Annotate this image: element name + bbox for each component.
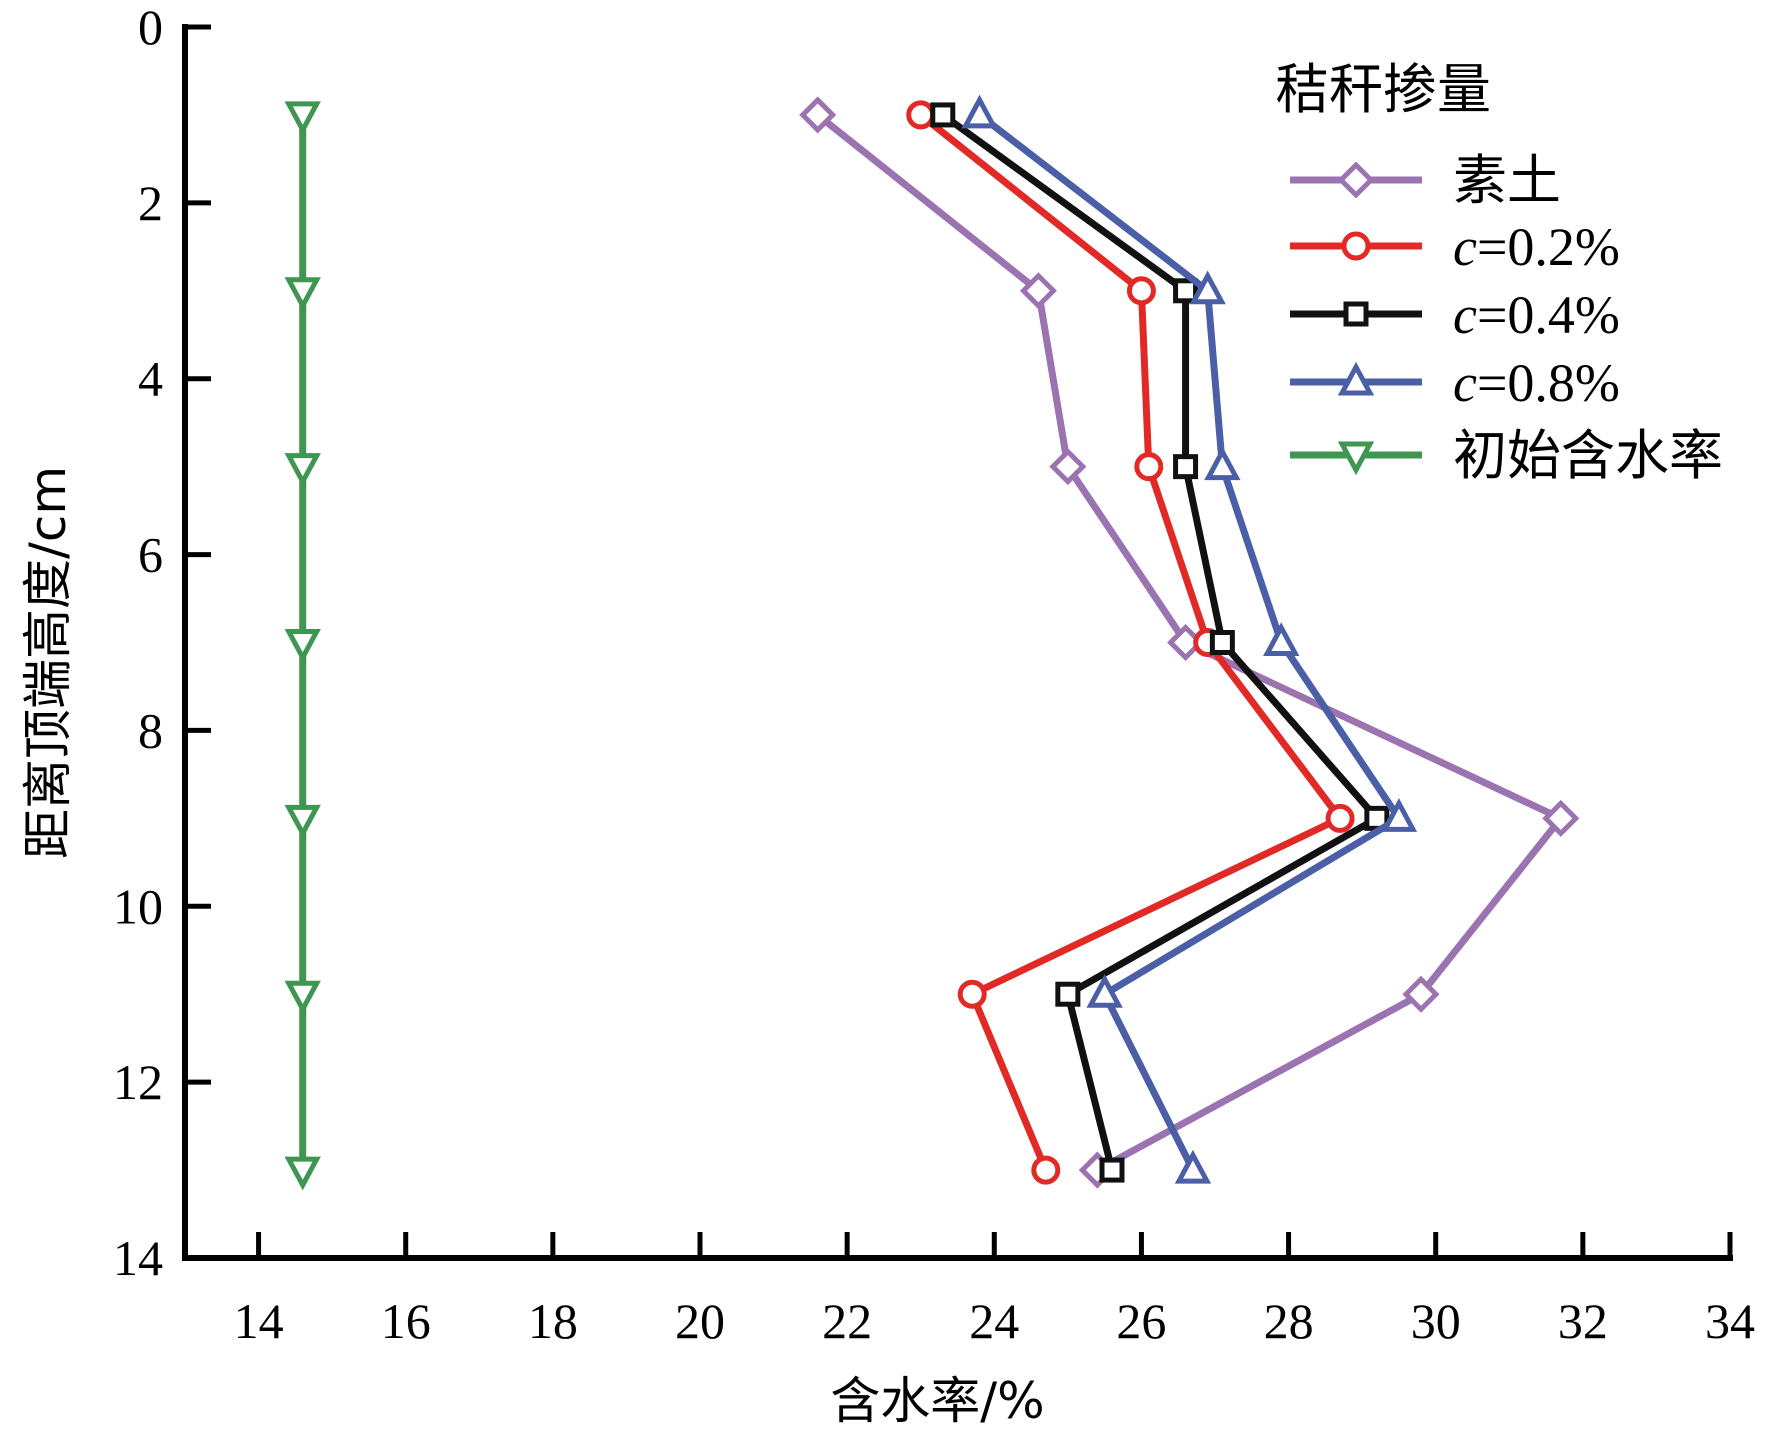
x-tick-label: 24 [969, 1293, 1019, 1349]
data-point [1049, 448, 1087, 486]
legend: 秸秆掺量 素土c=0.2%c=0.4%c=0.8%初始含水率 [1275, 58, 1723, 486]
x-tick-label: 32 [1558, 1293, 1608, 1349]
series-2 [930, 102, 1390, 1183]
data-point [799, 96, 837, 134]
legend-swatch-marker [1337, 161, 1375, 199]
x-tick-label: 14 [234, 1293, 284, 1349]
legend-label-value: =0.2% [1477, 217, 1620, 277]
data-point [1055, 981, 1081, 1007]
x-tick-label: 22 [822, 1293, 872, 1349]
legend-label: c=0.4% [1453, 285, 1620, 345]
data-point [1542, 799, 1580, 837]
legend-swatch-marker [1337, 361, 1375, 396]
series-line [940, 112, 1383, 1171]
y-tick-label: 4 [138, 351, 163, 407]
x-axis-title: 含水率/% [830, 1372, 1044, 1430]
x-tick-label: 26 [1116, 1293, 1166, 1349]
data-point [1173, 278, 1199, 304]
legend-label-variable: c [1453, 217, 1477, 277]
data-point [1126, 276, 1156, 306]
data-point [284, 980, 321, 1015]
data-point [1204, 446, 1241, 481]
y-tick-label: 12 [113, 1054, 163, 1110]
legend-label-variable: c [1453, 285, 1477, 345]
data-point [1380, 798, 1418, 832]
legend-item: c=0.8% [1290, 353, 1620, 413]
data-point [284, 277, 321, 312]
x-tick-label: 28 [1264, 1293, 1314, 1349]
data-point [1086, 973, 1123, 1008]
data-point [1209, 630, 1235, 655]
x-axis-ticks: 14 16 18 20 22 24 26 28 30 32 34 [234, 1232, 1755, 1349]
data-point [284, 101, 321, 136]
legend-label-variable: c [1453, 353, 1477, 413]
series-layer [284, 94, 1580, 1191]
legend-item: 初始含水率 [1290, 426, 1723, 486]
data-point [1402, 975, 1440, 1013]
x-tick-label: 18 [528, 1293, 578, 1349]
x-tick-label: 34 [1705, 1293, 1755, 1349]
data-point [1134, 452, 1164, 482]
data-point [284, 804, 321, 839]
data-point [1099, 1157, 1125, 1183]
x-tick-label: 20 [675, 1293, 725, 1349]
data-point [1019, 272, 1057, 310]
legend-label: 素土 [1453, 151, 1561, 211]
y-axis-title: 距离顶端高度/cm [19, 466, 77, 859]
legend-title: 秸秆掺量 [1275, 58, 1491, 121]
legend-item: c=0.4% [1290, 285, 1620, 345]
series-0 [799, 96, 1580, 1189]
legend-item: 素土 [1290, 151, 1561, 211]
data-point [1325, 803, 1355, 833]
y-tick-label: 14 [113, 1230, 163, 1286]
data-point [906, 100, 936, 130]
data-point [1189, 270, 1226, 305]
y-tick-label: 2 [138, 175, 163, 231]
legend-label: 初始含水率 [1453, 426, 1723, 486]
series-3 [961, 94, 1418, 1184]
data-point [1263, 622, 1300, 656]
legend-label-value: =0.8% [1477, 353, 1620, 413]
legend-swatch-marker [1341, 231, 1371, 261]
data-point [961, 94, 998, 129]
data-point [1173, 454, 1199, 480]
legend-label-value: =0.4% [1477, 285, 1620, 345]
data-point [1031, 1155, 1061, 1185]
data-point [1174, 1149, 1212, 1184]
y-tick-label: 6 [138, 527, 163, 583]
y-tick-label: 10 [113, 878, 163, 934]
data-point [284, 629, 321, 663]
legend-swatch-marker [1343, 301, 1369, 327]
legend-label: c=0.2% [1453, 217, 1620, 277]
legend-items: 素土c=0.2%c=0.4%c=0.8%初始含水率 [1290, 151, 1723, 486]
x-tick-label: 16 [381, 1293, 431, 1349]
legend-item: c=0.2% [1290, 217, 1620, 277]
y-tick-label: 0 [138, 0, 163, 55]
data-point [957, 979, 987, 1009]
legend-label: c=0.8% [1453, 353, 1620, 413]
data-point [284, 1156, 321, 1191]
data-point [284, 453, 321, 487]
y-tick-label: 8 [138, 702, 163, 758]
x-tick-label: 30 [1411, 1293, 1461, 1349]
legend-swatch-marker [1337, 441, 1375, 476]
series-4 [284, 101, 321, 1191]
data-point [930, 102, 956, 128]
y-axis-ticks: 0 2 4 6 8 10 12 14 [113, 0, 211, 1286]
